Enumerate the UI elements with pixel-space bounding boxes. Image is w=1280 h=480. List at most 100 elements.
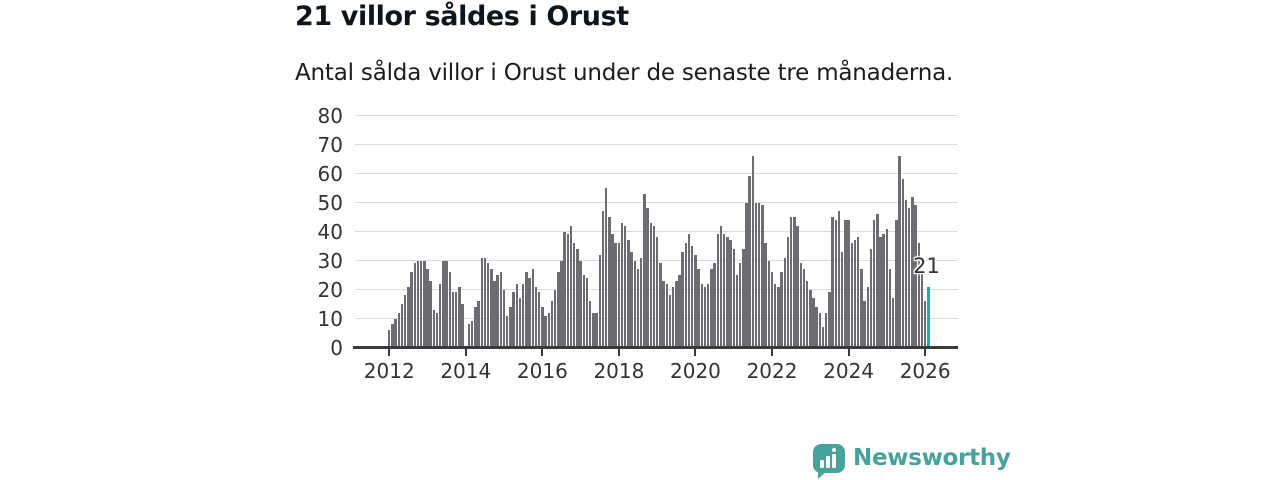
bar	[825, 312, 828, 348]
bar	[872, 219, 876, 348]
bar	[474, 306, 477, 348]
bar	[435, 312, 439, 348]
bar	[761, 205, 764, 348]
bar	[557, 272, 560, 348]
bar	[611, 234, 614, 348]
bar	[560, 260, 563, 348]
bar	[888, 269, 892, 348]
bar	[882, 234, 885, 348]
newsworthy-logo-icon	[813, 443, 845, 479]
bar	[426, 269, 429, 348]
y-axis-label: 0	[330, 335, 343, 360]
x-axis-label: 2022	[746, 359, 798, 383]
x-axis-tick	[924, 349, 927, 356]
gridline-y-60	[355, 173, 958, 174]
bar	[834, 219, 838, 348]
bar	[907, 208, 911, 348]
bar	[713, 263, 716, 348]
bar	[391, 324, 394, 348]
bar	[850, 243, 853, 348]
bar	[458, 286, 461, 348]
bar	[837, 211, 841, 348]
bar	[573, 243, 576, 348]
bar	[480, 257, 483, 348]
bar	[844, 219, 847, 348]
bar	[454, 292, 458, 348]
bar	[467, 324, 471, 348]
bar	[614, 243, 617, 348]
bar	[726, 237, 729, 348]
newsworthy-logo: Newsworthy	[813, 442, 1011, 479]
bar	[821, 327, 825, 348]
bar	[856, 237, 860, 348]
y-axis-label: 70	[317, 132, 343, 157]
bar	[601, 211, 605, 348]
bar	[655, 237, 659, 348]
x-axis-tick	[847, 349, 850, 356]
bar	[515, 283, 519, 348]
bar	[748, 176, 751, 348]
bar	[652, 225, 656, 348]
bar	[732, 248, 735, 348]
last-value-label: 21	[913, 253, 940, 278]
bar	[547, 312, 550, 348]
bar	[400, 304, 404, 348]
bar	[659, 263, 662, 348]
bar	[898, 156, 901, 348]
bar	[735, 275, 739, 348]
bar	[445, 260, 448, 348]
bar	[722, 234, 726, 348]
bar	[627, 240, 630, 348]
bar	[588, 301, 592, 348]
bar	[620, 222, 624, 348]
bar	[917, 243, 920, 348]
bar	[563, 231, 566, 348]
x-axis-tick	[694, 349, 697, 356]
bar	[665, 283, 668, 348]
x-axis-label: 2016	[516, 359, 568, 383]
y-axis-label: 50	[317, 190, 343, 215]
bar	[866, 286, 869, 348]
bar	[582, 275, 586, 348]
bar	[592, 312, 595, 348]
bar-highlighted	[927, 286, 930, 348]
x-axis-tick	[617, 349, 620, 356]
bar	[429, 280, 432, 348]
bar	[773, 283, 777, 348]
bar	[847, 219, 850, 348]
bar	[920, 272, 924, 348]
bar	[643, 193, 646, 348]
bar	[687, 234, 691, 348]
bar	[403, 295, 407, 348]
bar	[662, 280, 665, 348]
bar	[710, 269, 713, 348]
bar	[636, 269, 640, 348]
bar	[451, 292, 455, 348]
y-axis-label: 60	[317, 161, 343, 186]
x-axis-label: 2020	[670, 359, 721, 383]
bar	[470, 321, 474, 348]
bar	[828, 292, 831, 348]
bar	[439, 283, 442, 348]
bar	[901, 179, 905, 348]
bar	[716, 234, 719, 348]
bar	[576, 248, 579, 348]
bar	[499, 272, 503, 348]
bar	[860, 269, 863, 348]
bar	[684, 243, 688, 348]
bar	[767, 260, 771, 348]
bar	[518, 298, 522, 348]
bar	[840, 251, 844, 348]
bar	[541, 306, 544, 348]
bar	[544, 315, 547, 348]
bar	[595, 312, 598, 348]
bar	[598, 254, 601, 348]
bar	[700, 283, 704, 348]
x-axis-line	[353, 346, 958, 349]
x-axis-label: 2018	[593, 359, 645, 383]
bar	[923, 301, 927, 348]
bar	[477, 301, 480, 348]
bar	[671, 286, 675, 348]
x-axis-tick	[464, 349, 467, 356]
bar	[786, 237, 790, 348]
